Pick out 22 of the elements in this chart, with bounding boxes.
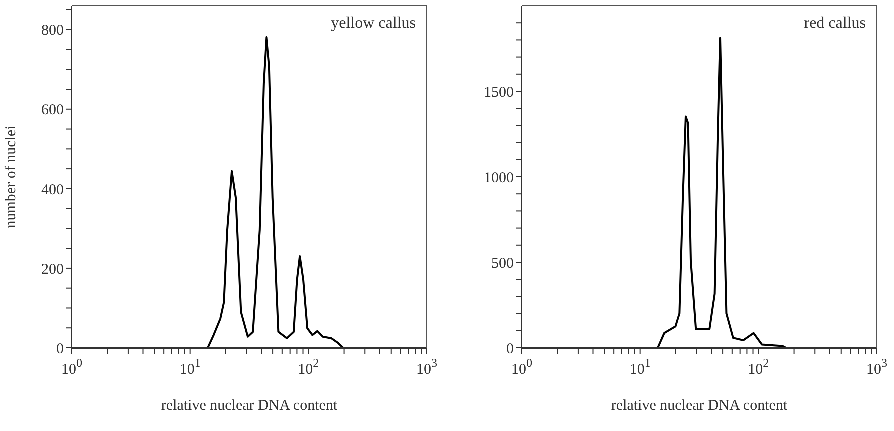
x-tick-label: 10$^{3}$ [866,356,888,378]
y-tick-label: 1500 [484,84,514,101]
x-tick-label: 10$^{0}$ [62,356,82,378]
x-tick-label: 10$^{0}$ [512,356,532,378]
y-tick-label: 800 [42,23,64,40]
y-tick-label: 400 [42,182,64,198]
x-tick-label: 10$^{2}$ [748,356,770,378]
y-tick-label: 200 [42,262,64,278]
y-tick-label: 500 [492,256,514,272]
x-tick-label: 10$^{3}$ [416,356,438,378]
y-axis-title: number of nuclei [3,126,20,228]
x-axis-title: relative nuclear DNA content [611,398,788,414]
y-tick-label: 600 [42,102,64,119]
x-tick-label: 10$^{2}$ [298,356,320,378]
y-tick-label: 0 [56,341,64,358]
annotation: yellow callus [331,15,416,33]
annotation: red callus [804,15,866,33]
y-tick-label: 0 [506,341,514,358]
x-tick-label: 10$^{1}$ [180,356,201,378]
x-axis-title: relative nuclear DNA content [161,398,338,414]
x-tick-label: 10$^{1}$ [630,356,651,378]
y-tick-label: 1000 [484,170,514,186]
